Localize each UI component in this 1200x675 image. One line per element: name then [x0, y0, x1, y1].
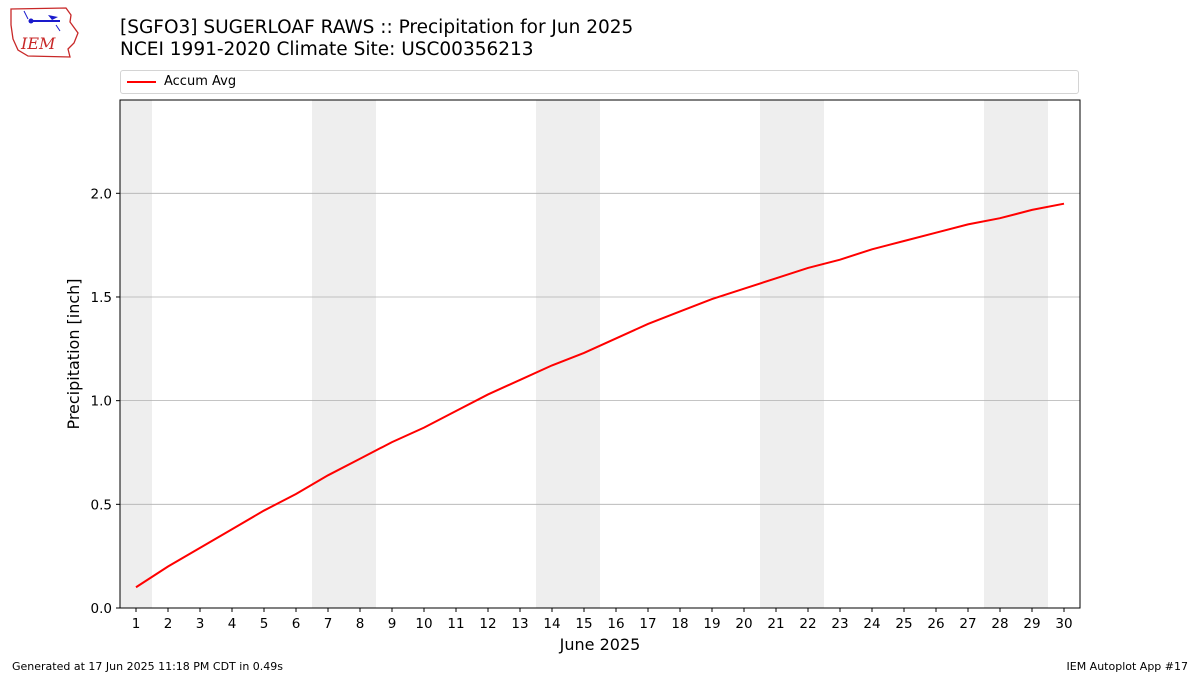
data-point-day-23: [839, 259, 841, 261]
footer-generated: Generated at 17 Jun 2025 11:18 PM CDT in…: [12, 660, 284, 673]
x-tick-label-27: 27: [959, 616, 976, 632]
data-point-day-1: [135, 586, 137, 588]
footer-app: IEM Autoplot App #17: [1066, 660, 1189, 673]
plot-frame: [119, 99, 1081, 609]
weekend-band-0: [120, 100, 152, 608]
data-point-day-3: [199, 547, 201, 549]
x-tick-label-25: 25: [895, 616, 912, 632]
x-tick-label-29: 29: [1023, 616, 1040, 632]
data-point-day-2: [167, 566, 169, 568]
x-tick-label-10: 10: [415, 616, 432, 632]
data-point-day-22: [807, 267, 809, 269]
chart-title: [SGFO3] SUGERLOAF RAWS :: Precipitation …: [120, 17, 634, 38]
data-point-day-11: [455, 410, 457, 412]
data-point-day-8: [359, 458, 361, 460]
data-point-day-30: [1063, 203, 1065, 205]
data-point-day-12: [487, 393, 489, 395]
x-tick-label-17: 17: [639, 616, 656, 632]
x-tick-label-11: 11: [447, 616, 464, 632]
data-point-day-9: [391, 441, 393, 443]
data-point-day-25: [903, 240, 905, 242]
data-point-day-13: [519, 379, 521, 381]
x-tick-label-24: 24: [863, 616, 880, 632]
x-tick-label-7: 7: [324, 616, 333, 632]
weekend-band-4: [984, 100, 1048, 608]
y-tick-label-2: 1.0: [91, 394, 112, 410]
x-tick-label-18: 18: [671, 616, 688, 632]
weekend-band-1: [312, 100, 376, 608]
x-tick-label-26: 26: [927, 616, 944, 632]
x-tick-label-14: 14: [543, 616, 560, 632]
data-point-day-17: [647, 323, 649, 325]
series-line-accum-avg: [135, 202, 1065, 589]
x-tick-label-30: 30: [1055, 616, 1072, 632]
x-tick-label-8: 8: [356, 616, 365, 632]
data-point-day-21: [775, 277, 777, 279]
weekend-band-2: [536, 100, 600, 608]
x-tick-label-12: 12: [479, 616, 496, 632]
x-tick-label-16: 16: [607, 616, 624, 632]
data-point-day-10: [423, 427, 425, 429]
data-point-day-24: [871, 248, 873, 250]
data-point-day-27: [967, 223, 969, 225]
data-point-day-18: [679, 310, 681, 312]
data-point-day-15: [583, 352, 585, 354]
data-point-day-20: [743, 288, 745, 290]
data-point-day-28: [999, 217, 1001, 219]
x-tick-label-28: 28: [991, 616, 1008, 632]
x-tick-label-5: 5: [260, 616, 269, 632]
legend-swatch-accum-avg: [127, 81, 156, 83]
data-point-day-7: [327, 474, 329, 476]
weekend-band-3: [760, 100, 824, 608]
legend: Accum Avg: [120, 70, 1079, 94]
x-tick-label-20: 20: [735, 616, 752, 632]
x-tick-label-3: 3: [196, 616, 205, 632]
y-tick-label-3: 1.5: [91, 290, 112, 306]
x-tick-label-6: 6: [292, 616, 301, 632]
legend-label-accum-avg: Accum Avg: [164, 74, 237, 89]
data-point-day-29: [1031, 209, 1033, 211]
data-point-day-26: [935, 232, 937, 234]
x-tick-label-19: 19: [703, 616, 720, 632]
x-tick-label-4: 4: [228, 616, 237, 632]
x-tick-label-1: 1: [132, 616, 141, 632]
y-tick-label-1: 0.5: [91, 497, 112, 513]
x-tick-label-2: 2: [164, 616, 173, 632]
y-axis-label: Precipitation [inch]: [64, 278, 83, 429]
x-tick-label-22: 22: [799, 616, 816, 632]
iem-logo: IEM: [8, 5, 80, 59]
y-tick-label-4: 2.0: [91, 186, 112, 202]
data-point-day-4: [231, 528, 233, 530]
x-tick-label-9: 9: [388, 616, 397, 632]
x-axis-label: June 2025: [559, 635, 641, 654]
data-point-day-6: [295, 493, 297, 495]
x-tick-label-15: 15: [575, 616, 592, 632]
logo-text: IEM: [20, 34, 56, 53]
data-point-day-14: [551, 364, 553, 366]
data-point-day-19: [711, 298, 713, 300]
chart-subtitle: NCEI 1991-2020 Climate Site: USC00356213: [120, 39, 534, 60]
y-tick-label-0: 0.0: [91, 601, 112, 617]
x-tick-label-23: 23: [831, 616, 848, 632]
data-point-day-5: [263, 510, 265, 512]
x-tick-label-21: 21: [767, 616, 784, 632]
x-tick-label-13: 13: [511, 616, 528, 632]
data-point-day-16: [615, 337, 617, 339]
